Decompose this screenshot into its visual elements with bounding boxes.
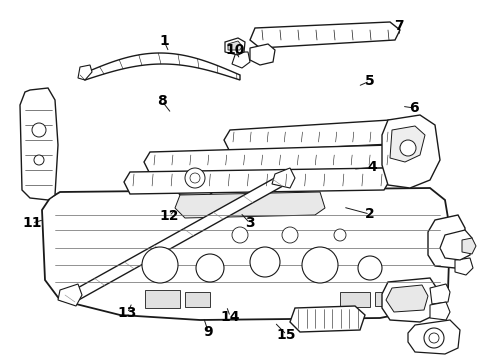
Text: 11: 11 <box>22 216 42 230</box>
Text: 5: 5 <box>365 74 375 88</box>
Polygon shape <box>340 292 370 307</box>
Polygon shape <box>144 145 396 174</box>
Polygon shape <box>20 88 58 200</box>
Polygon shape <box>386 285 428 312</box>
Polygon shape <box>80 53 240 80</box>
Circle shape <box>142 247 178 283</box>
Circle shape <box>196 254 224 282</box>
Text: 7: 7 <box>394 19 404 33</box>
Polygon shape <box>78 65 92 80</box>
Polygon shape <box>272 168 295 188</box>
Polygon shape <box>375 292 400 306</box>
Polygon shape <box>455 237 474 256</box>
Polygon shape <box>440 230 472 260</box>
Text: 6: 6 <box>409 101 419 115</box>
Circle shape <box>34 155 44 165</box>
Circle shape <box>250 247 280 277</box>
Polygon shape <box>42 188 450 320</box>
Circle shape <box>185 168 205 188</box>
Text: 14: 14 <box>220 310 240 324</box>
Polygon shape <box>455 258 473 275</box>
Text: 10: 10 <box>225 44 245 57</box>
Polygon shape <box>430 284 450 304</box>
Polygon shape <box>430 302 450 320</box>
Polygon shape <box>290 306 365 332</box>
Circle shape <box>334 229 346 241</box>
Circle shape <box>232 227 248 243</box>
Text: 12: 12 <box>159 209 179 223</box>
Polygon shape <box>382 278 438 322</box>
Circle shape <box>400 140 416 156</box>
Polygon shape <box>124 168 390 194</box>
Circle shape <box>429 333 439 343</box>
Text: 9: 9 <box>203 325 213 339</box>
Polygon shape <box>408 320 460 354</box>
Polygon shape <box>462 238 476 254</box>
Circle shape <box>358 256 382 280</box>
Polygon shape <box>185 292 210 307</box>
Text: 1: 1 <box>159 35 169 48</box>
Text: 13: 13 <box>118 306 137 320</box>
Circle shape <box>32 123 46 137</box>
Polygon shape <box>145 290 180 308</box>
Polygon shape <box>225 38 245 55</box>
Text: 3: 3 <box>245 216 255 230</box>
Polygon shape <box>172 158 218 196</box>
Polygon shape <box>58 284 82 306</box>
Polygon shape <box>390 126 425 162</box>
Text: 8: 8 <box>157 94 167 108</box>
Text: 4: 4 <box>368 161 377 174</box>
Polygon shape <box>250 44 275 65</box>
Text: 15: 15 <box>277 328 296 342</box>
Circle shape <box>424 328 444 348</box>
Polygon shape <box>175 192 325 218</box>
Polygon shape <box>428 215 465 268</box>
Polygon shape <box>65 175 290 302</box>
Polygon shape <box>382 115 440 188</box>
Circle shape <box>302 247 338 283</box>
Circle shape <box>190 173 200 183</box>
Polygon shape <box>224 120 396 152</box>
Polygon shape <box>228 41 242 50</box>
Polygon shape <box>250 22 400 48</box>
Polygon shape <box>232 52 250 68</box>
Circle shape <box>282 227 298 243</box>
Text: 2: 2 <box>365 207 375 221</box>
